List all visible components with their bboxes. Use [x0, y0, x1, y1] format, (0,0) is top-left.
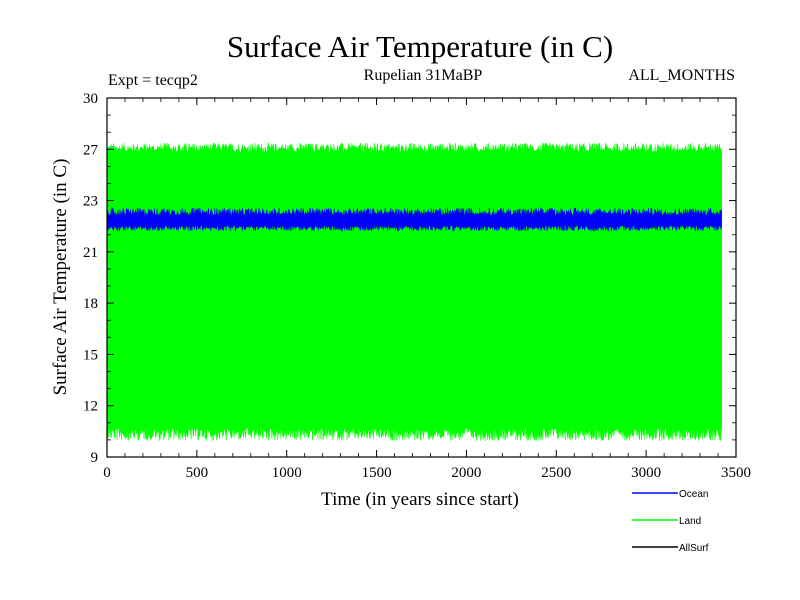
y-tick-label: 15	[83, 347, 98, 363]
series-band-ocean	[106, 206, 722, 233]
legend-label-allsurf: AllSurf	[679, 543, 709, 554]
period-label: Rupelian 31MaBP	[364, 67, 483, 84]
plot-frame	[106, 97, 737, 458]
x-tick-label: 1000	[272, 465, 302, 481]
axis-ticks: 0 500 1000 1500 2000 2500 3000 3500 9 12 15 18 21 23 2…	[83, 91, 751, 481]
x-tick-label: 3500	[721, 465, 751, 481]
x-tick-label: 1500	[362, 465, 392, 481]
legend-label-land: Land	[679, 516, 701, 527]
legend-label-ocean: Ocean	[679, 489, 708, 500]
y-tick-label: 12	[83, 399, 98, 415]
y-tick-label: 27	[83, 142, 99, 158]
y-tick-label: 21	[83, 245, 98, 261]
legend: Ocean Land AllSurf	[632, 489, 709, 554]
x-tick-label: 3000	[631, 465, 661, 481]
months-label: ALL_MONTHS	[628, 67, 735, 84]
y-tick-label: 9	[91, 450, 99, 466]
data-layer	[106, 142, 722, 442]
y-tick-label: 18	[83, 296, 98, 312]
x-axis-label: Time (in years since start)	[321, 489, 519, 510]
x-tick-label: 2000	[451, 465, 481, 481]
x-tick-label: 2500	[541, 465, 571, 481]
y-tick-label: 30	[83, 91, 98, 107]
y-tick-label: 23	[83, 194, 98, 210]
y-axis-label: Surface Air Temperature (in C)	[50, 159, 71, 396]
x-tick-label: 500	[186, 465, 209, 481]
chart-title: Surface Air Temperature (in C)	[227, 29, 613, 64]
x-tick-label: 0	[103, 465, 111, 481]
experiment-label: Expt = tecqp2	[108, 72, 198, 89]
series-band-land	[106, 142, 722, 442]
